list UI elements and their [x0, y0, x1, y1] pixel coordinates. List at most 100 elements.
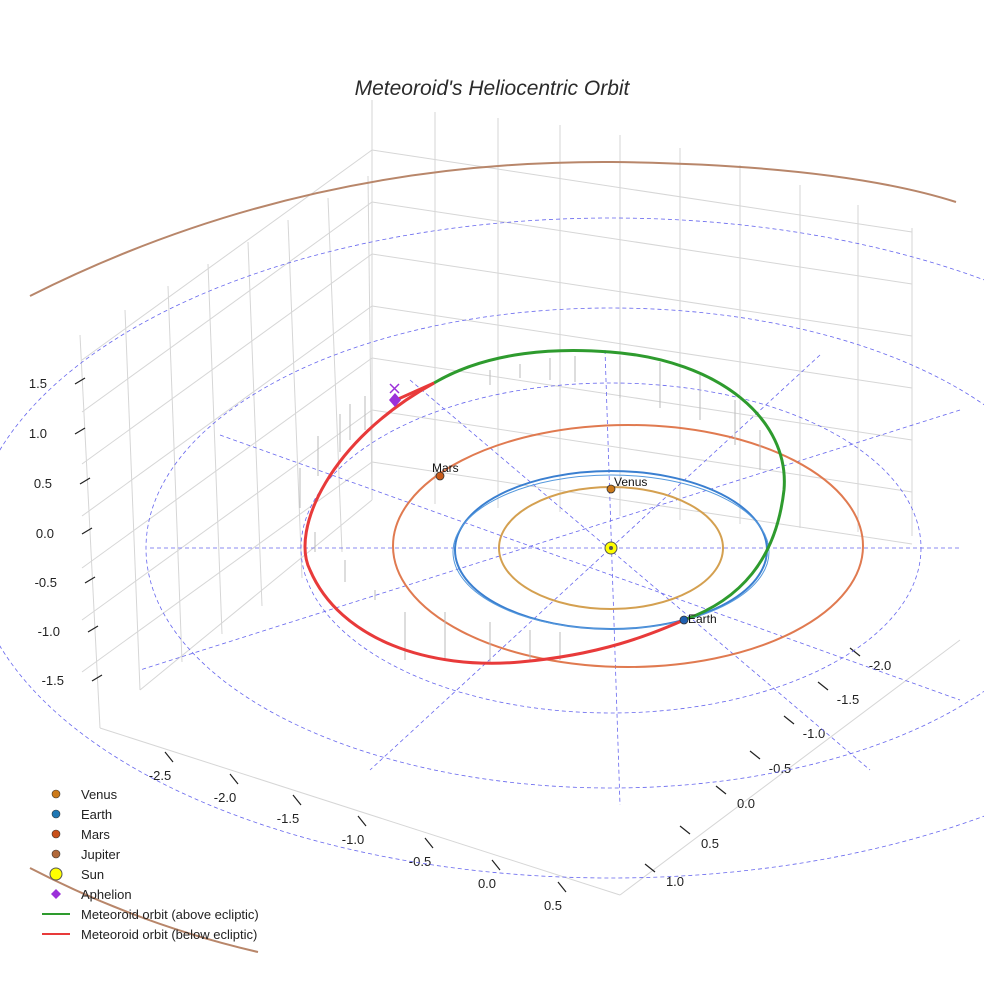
legend-label: Meteoroid orbit (above ecliptic): [81, 907, 259, 922]
sun-core: [609, 546, 613, 550]
grid-line: [79, 334, 101, 729]
y-tick-mark: [749, 750, 761, 760]
planet-marker-earth: [679, 615, 689, 625]
x-tick-label: -0.5: [409, 854, 431, 869]
y-tick-mark: [679, 825, 691, 835]
grid-line: [81, 149, 373, 361]
x-tick-mark: [491, 859, 501, 871]
grid-line: [371, 149, 913, 233]
x-tick-mark: [424, 837, 434, 849]
x-tick-mark: [229, 773, 239, 785]
reference-spoke: [219, 434, 961, 701]
z-tick-label: -0.5: [35, 575, 57, 590]
z-tick-mark: [74, 427, 86, 435]
grid-line: [371, 357, 913, 441]
legend-label: Venus: [81, 787, 118, 802]
y-tick-mark: [715, 785, 727, 795]
grid-line: [81, 305, 373, 517]
reference-spoke: [139, 409, 961, 671]
z-tick-label: 1.0: [29, 426, 47, 441]
z-tick-label: 1.5: [29, 376, 47, 391]
y-tick-mark: [849, 647, 861, 657]
z-tick-label: -1.0: [38, 624, 60, 639]
meteoroid-above: [433, 349, 786, 622]
y-tick-label: 0.5: [701, 836, 719, 851]
z-tick-mark: [81, 527, 93, 535]
legend-label: Aphelion: [81, 887, 132, 902]
planet-label-earth: Earth: [688, 612, 717, 626]
x-tick-mark: [164, 751, 174, 763]
x-tick-label: 0.5: [544, 898, 562, 913]
aphelion-cross: [389, 383, 400, 394]
grid-line: [167, 285, 183, 663]
z-tick-mark: [84, 576, 96, 584]
z-tick-label: -1.5: [42, 673, 64, 688]
z-tick-mark: [74, 377, 86, 385]
y-tick-label: -0.5: [769, 761, 791, 776]
legend-marker: [51, 789, 61, 799]
x-tick-label: -1.0: [342, 832, 364, 847]
z-tick-mark: [91, 674, 103, 682]
x-tick-mark: [557, 881, 567, 893]
grid-line: [81, 357, 373, 569]
floor-edge: [139, 499, 373, 691]
x-tick-mark: [357, 815, 367, 827]
legend: Venus Earth Mars Jupiter Sun Aphelion Meteoroi…: [42, 787, 259, 942]
grid-line: [81, 253, 373, 465]
reference-spoke: [369, 354, 821, 771]
legend-marker: [51, 849, 61, 859]
orbit-jupiter-lower: [29, 867, 259, 953]
legend-label: Earth: [81, 807, 112, 822]
legend-marker: [49, 867, 63, 881]
legend-marker: [51, 809, 61, 819]
grid-line: [371, 201, 913, 285]
grid-line: [367, 175, 373, 501]
planet-label-mars: Mars: [432, 461, 459, 475]
z-tick-label: 0.5: [34, 476, 52, 491]
legend-marker: [51, 829, 61, 839]
reference-spoke: [409, 379, 871, 771]
x-tick-label: -1.5: [277, 811, 299, 826]
legend-marker: [51, 889, 61, 899]
reference-circle: [145, 307, 984, 789]
grid-line: [81, 201, 373, 413]
grid-line: [327, 197, 343, 553]
grid-line: [371, 305, 913, 389]
planet-marker-mars: [435, 471, 445, 481]
meteoroid-orbit: [299, 349, 786, 665]
x-tick-label: -2.0: [214, 790, 236, 805]
pane-grid: [79, 100, 961, 896]
x-tick-mark: [292, 794, 302, 806]
x-tick-label: 0.0: [478, 876, 496, 891]
orbit-jupiter: [29, 160, 957, 297]
chart-title: Meteoroid's Heliocentric Orbit: [355, 77, 631, 100]
y-tick-label: -1.0: [803, 726, 825, 741]
grid-line: [81, 461, 373, 673]
axis-ticks: 1.5 1.0 0.5 0.0 -0.5 -1.0 -1.5 -2.5 -2.0 -1.5 -1.0…: [29, 376, 891, 913]
z-tick-mark: [87, 625, 99, 633]
z-tick-mark: [79, 477, 91, 485]
legend-label: Sun: [81, 867, 104, 882]
grid-line: [124, 309, 141, 691]
grid-line: [81, 409, 373, 621]
z-tick-label: 0.0: [36, 526, 54, 541]
aphelion-marker: [389, 393, 401, 407]
floor-edge: [99, 727, 621, 896]
y-tick-mark: [644, 863, 656, 873]
ecliptic-reference: [0, 217, 984, 879]
meteoroid-below-tail: [395, 381, 435, 402]
orbit-earth-inner: [452, 474, 770, 630]
legend-label: Mars: [81, 827, 110, 842]
grid-line: [287, 219, 303, 579]
y-tick-label: 0.0: [737, 796, 755, 811]
y-tick-label: 1.0: [666, 874, 684, 889]
floor-edge: [619, 639, 961, 896]
y-tick-mark: [817, 681, 829, 691]
meteoroid-below: [303, 381, 685, 665]
x-tick-label: -2.5: [149, 768, 171, 783]
y-tick-label: -2.0: [869, 658, 891, 673]
orbit-mars: [392, 424, 864, 668]
legend-label: Meteoroid orbit (below ecliptic): [81, 927, 257, 942]
y-tick-label: -1.5: [837, 692, 859, 707]
